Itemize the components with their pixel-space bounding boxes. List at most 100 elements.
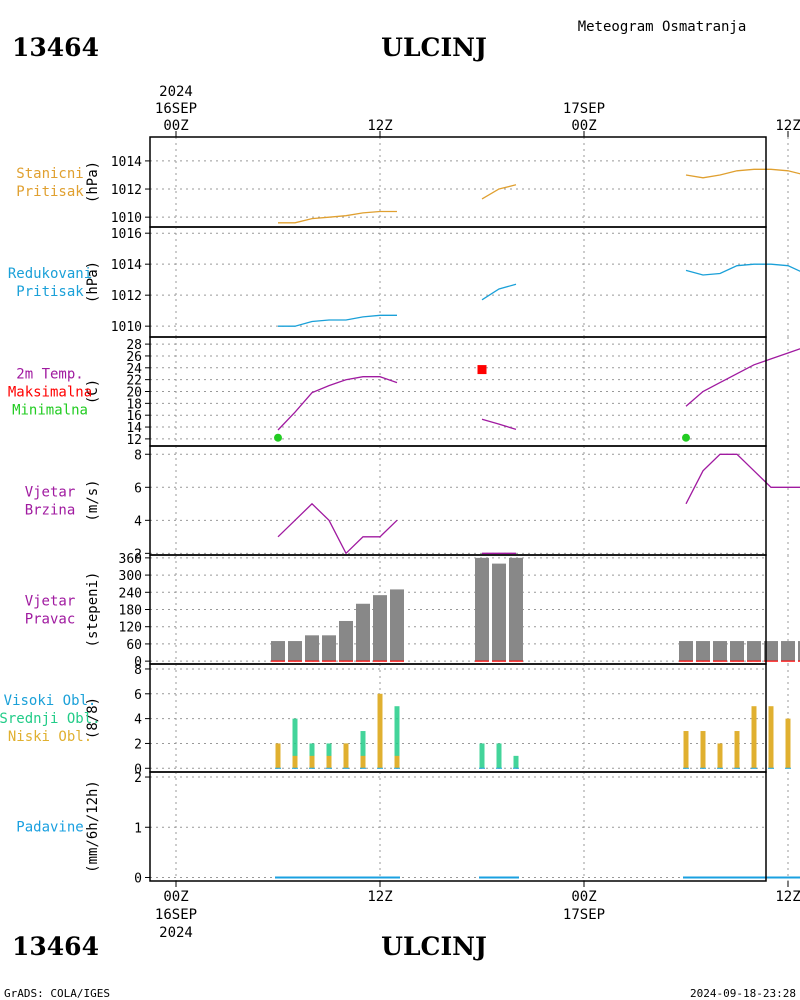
- y-tick-label: 1010: [111, 320, 142, 335]
- y-tick-label: 1010: [111, 211, 142, 226]
- wind-direction-bar: [730, 641, 744, 662]
- wind-direction-bar: [781, 641, 795, 662]
- cloud-mid-bar: [479, 743, 485, 769]
- x-tick-label-top: 12Z: [367, 118, 392, 134]
- x-year-bottom: 2024: [159, 925, 193, 941]
- cloud-low-bar: [700, 731, 706, 769]
- y-tick-label: 26: [126, 350, 142, 365]
- tmin-marker: [682, 433, 690, 442]
- x-date-label-top: 16SEP: [155, 101, 197, 117]
- panel-label: Srednji Obl.: [0, 711, 101, 727]
- y-tick-label: 4: [134, 713, 142, 728]
- panel-label: Pritisak: [16, 284, 84, 300]
- tmin-marker: [274, 433, 282, 442]
- cloud-low-bar: [292, 755, 298, 769]
- y-tick-label: 18: [126, 397, 142, 412]
- x-tick-label-top: 12Z: [775, 118, 800, 134]
- panel-label: Maksimalna: [8, 385, 92, 401]
- x-tick-label-top: 00Z: [571, 118, 596, 134]
- cloud-low-bar: [377, 693, 383, 769]
- cloud-low-bar: [785, 718, 791, 769]
- y-tick-label: 0: [134, 871, 142, 886]
- cloud-mid-bar: [513, 755, 519, 769]
- y-axis-label: (C): [85, 379, 101, 404]
- y-axis-label: (hPa): [85, 261, 101, 303]
- wind-direction-bar: [390, 589, 404, 662]
- cloud-mid-bar: [360, 731, 366, 769]
- wind-direction-bar: [713, 641, 727, 662]
- cloud-mid-bar: [496, 743, 502, 769]
- cloud-low-bar: [343, 743, 349, 769]
- x-tick-label-bottom: 00Z: [571, 889, 596, 905]
- y-axis-label: (m/s): [85, 479, 101, 521]
- cloud-low-bar: [768, 706, 774, 769]
- y-tick-label: 360: [119, 552, 142, 567]
- wind-direction-bar: [288, 641, 302, 662]
- panel-frame: [149, 663, 767, 773]
- wind-direction-bar: [798, 641, 800, 662]
- station-id-bottom: 13464: [12, 932, 99, 961]
- y-tick-label: 22: [126, 374, 142, 389]
- wind-direction-bar: [764, 641, 778, 662]
- y-axis-label: (mm/6h/12h): [85, 780, 101, 873]
- panel-label: Redukovani: [8, 266, 92, 282]
- cloud-low-bar: [683, 731, 689, 769]
- y-tick-label: 2: [134, 737, 142, 752]
- timestamp: 2024-09-18-23:28: [690, 987, 796, 1000]
- temperature-series-line: [685, 348, 800, 407]
- y-tick-label: 1012: [111, 289, 142, 304]
- cloud-mid-bar: [292, 718, 298, 769]
- wind-direction-bar: [747, 641, 761, 662]
- panel-label: Vjetar: [25, 594, 76, 610]
- x-tick-label-bottom: 12Z: [367, 889, 392, 905]
- y-tick-label: 1014: [111, 155, 142, 170]
- x-tick-label-bottom: 00Z: [163, 889, 188, 905]
- station-name-top: ULCINJ: [381, 33, 487, 62]
- panel-label: Stanicni: [16, 166, 83, 182]
- credit: GrADS: COLA/IGES: [4, 987, 110, 1000]
- wind-direction-bar: [696, 641, 710, 662]
- panel-frame: [149, 445, 767, 556]
- cloud-low-bar: [309, 755, 315, 769]
- wind-direction-bar: [492, 563, 506, 662]
- cloud-low-bar: [717, 743, 723, 769]
- station_pressure-series-line: [278, 210, 397, 224]
- cloud-low-bar: [734, 731, 740, 769]
- y-tick-label: 8: [134, 448, 142, 463]
- y-tick-label: 1: [134, 821, 142, 836]
- y-tick-label: 1014: [111, 258, 142, 273]
- panel-label: Visoki Obl.: [4, 693, 97, 709]
- wind-direction-bar: [339, 620, 353, 662]
- cloud-low-bar: [275, 743, 281, 769]
- reduced_pressure-series-line: [685, 263, 800, 276]
- temperature-series-line: [277, 376, 398, 431]
- wind-direction-bar: [322, 635, 336, 662]
- cloud-low-bar: [360, 755, 366, 769]
- cloud-low-bar: [751, 706, 757, 769]
- x-tick-label-bottom: 12Z: [775, 889, 800, 905]
- x-date-label-top: 17SEP: [563, 101, 605, 117]
- x-date-label-bottom: 17SEP: [563, 907, 605, 923]
- y-tick-label: 14: [126, 421, 142, 436]
- panel-label: Vjetar: [25, 485, 76, 501]
- station-id-top: 13464: [12, 33, 99, 62]
- x-date-label-bottom: 16SEP: [155, 907, 197, 923]
- y-axis-label: (stepeni): [85, 572, 101, 648]
- wind-direction-bar: [475, 557, 489, 662]
- station-name-bottom: ULCINJ: [381, 932, 487, 961]
- y-tick-label: 24: [126, 362, 142, 377]
- wind_speed-series-line: [277, 502, 398, 555]
- panel-label: Pritisak: [16, 184, 84, 200]
- y-tick-label: 12: [126, 433, 142, 448]
- wind-direction-bar: [271, 641, 285, 662]
- reduced_pressure-series-line: [278, 314, 397, 327]
- y-tick-label: 28: [126, 338, 142, 353]
- y-tick-label: 1012: [111, 183, 142, 198]
- wind-direction-bar: [509, 557, 523, 662]
- station_pressure-series-line: [481, 184, 517, 200]
- wind-direction-bar: [679, 641, 693, 662]
- wind-direction-bar: [356, 603, 370, 662]
- wind-direction-bar: [305, 635, 319, 662]
- panel-label: Minimalna: [12, 403, 88, 419]
